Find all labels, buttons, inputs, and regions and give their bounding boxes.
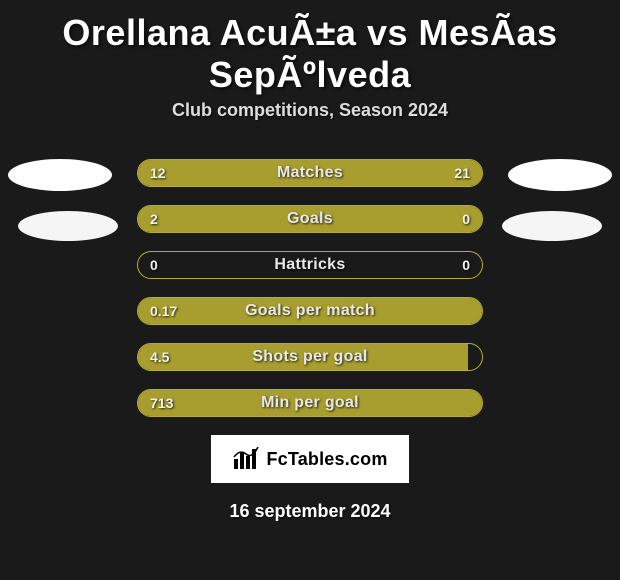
date-label: 16 september 2024 <box>0 501 620 522</box>
stat-row: 00Hattricks <box>137 251 483 279</box>
comparison-card: Orellana AcuÃ±a vs MesÃ­as SepÃºlveda Cl… <box>0 0 620 522</box>
player1-crest-1 <box>8 159 112 191</box>
player1-crest-2 <box>18 211 118 241</box>
stat-label: Shots per goal <box>138 344 482 370</box>
stat-label: Matches <box>138 160 482 186</box>
stat-row: 1221Matches <box>137 159 483 187</box>
stat-row: 713Min per goal <box>137 389 483 417</box>
stat-label: Goals <box>138 206 482 232</box>
stat-bars: 1221Matches 20Goals 00Hattricks 0.17Goals p… <box>137 159 483 417</box>
brand-text: FcTables.com <box>266 449 387 470</box>
stat-label: Hattricks <box>138 252 482 278</box>
stat-label: Goals per match <box>138 298 482 324</box>
stat-row: 4.5Shots per goal <box>137 343 483 371</box>
brand-logo: FcTables.com <box>211 435 409 483</box>
stats-area: 1221Matches 20Goals 00Hattricks 0.17Goals p… <box>0 159 620 417</box>
stat-label: Min per goal <box>138 390 482 416</box>
player2-crest-1 <box>508 159 612 191</box>
page-subtitle: Club competitions, Season 2024 <box>0 100 620 121</box>
brand-chart-icon <box>232 447 260 471</box>
stat-row: 0.17Goals per match <box>137 297 483 325</box>
stat-row: 20Goals <box>137 205 483 233</box>
player2-crest-2 <box>502 211 602 241</box>
page-title: Orellana AcuÃ±a vs MesÃ­as SepÃºlveda <box>0 6 620 100</box>
